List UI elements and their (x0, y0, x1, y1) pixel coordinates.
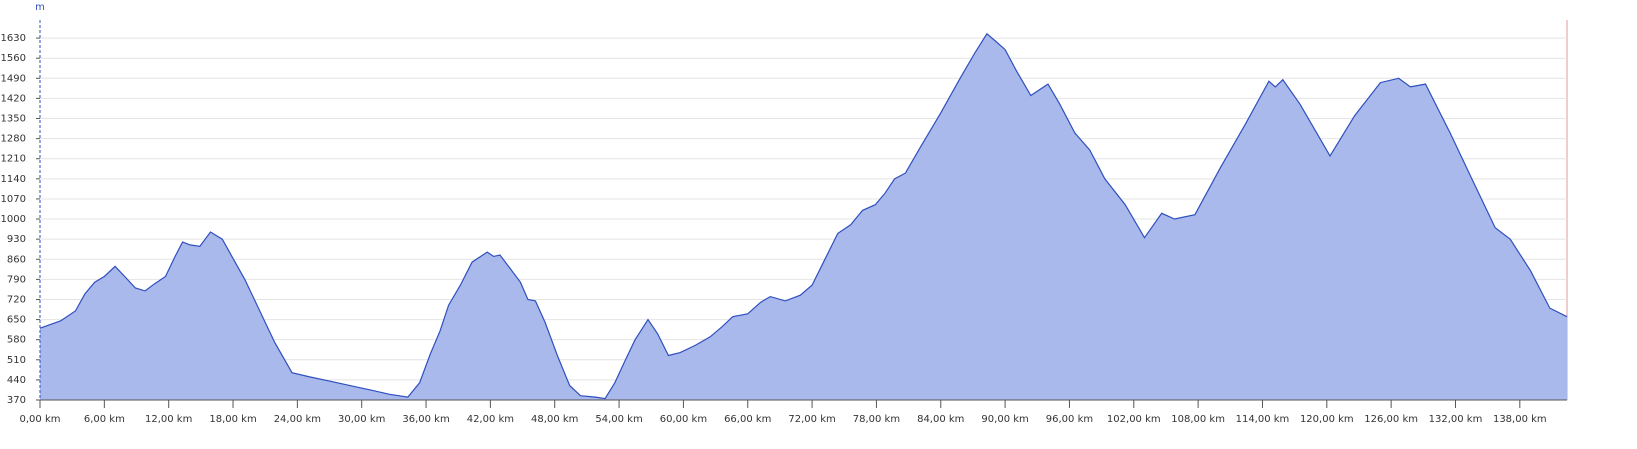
x-tick-label: 90,00 km (981, 414, 1028, 425)
y-tick-label: 930 (7, 234, 26, 245)
y-tick-label: 720 (7, 294, 26, 305)
area (40, 33, 1567, 401)
y-tick-label: 1140 (1, 174, 26, 185)
x-tick-label: 36,00 km (402, 414, 449, 425)
x-tick-label: 138,00 km (1493, 414, 1547, 425)
x-tick-label: 48,00 km (531, 414, 578, 425)
profile-line (39, 32, 1568, 400)
y-tick-label: 790 (7, 274, 26, 285)
x-tick-label: 84,00 km (917, 414, 964, 425)
x-tick-label: 120,00 km (1300, 414, 1354, 425)
x-tick-label: 12,00 km (145, 414, 192, 425)
y-tick-label: 650 (7, 315, 26, 326)
x-tick-label: 114,00 km (1236, 414, 1290, 425)
y-tick-label: 1210 (1, 154, 26, 165)
x-tick-label: 78,00 km (853, 414, 900, 425)
y-tick-label: 1420 (1, 93, 26, 104)
x-tick-label: 54,00 km (595, 414, 642, 425)
y-tick-label: 1000 (1, 214, 26, 225)
y-tick-label: 440 (7, 375, 26, 386)
y-tick-label: 860 (7, 254, 26, 265)
y-tick-label: 1070 (1, 194, 26, 205)
x-tick-label: 102,00 km (1107, 414, 1161, 425)
x-tick-label: 0,00 km (20, 414, 61, 425)
y-tick-label: 1490 (1, 73, 26, 84)
x-tick-label: 30,00 km (338, 414, 385, 425)
x-tick-label: 42,00 km (467, 414, 514, 425)
x-tick-label: 24,00 km (274, 414, 321, 425)
x-tick-label: 126,00 km (1364, 414, 1418, 425)
y-tick-label: 1280 (1, 134, 26, 145)
y-tick-label: 510 (7, 355, 26, 366)
x-tick-label: 96,00 km (1046, 414, 1093, 425)
y-tick-label: 580 (7, 335, 26, 346)
x-tick-label: 18,00 km (209, 414, 256, 425)
y-tick-label: 370 (7, 395, 26, 406)
y-axis-unit: m (35, 2, 45, 13)
y-tick-label: 1560 (1, 53, 26, 64)
x-tick-label: 6,00 km (84, 414, 125, 425)
x-tick-label: 132,00 km (1429, 414, 1483, 425)
y-tick-label: 1350 (1, 114, 26, 125)
x-tick-label: 66,00 km (724, 414, 771, 425)
x-tick-label: 108,00 km (1171, 414, 1225, 425)
y-tick-label: 1630 (1, 33, 26, 44)
x-tick-label: 60,00 km (660, 414, 707, 425)
x-tick-label: 72,00 km (788, 414, 835, 425)
